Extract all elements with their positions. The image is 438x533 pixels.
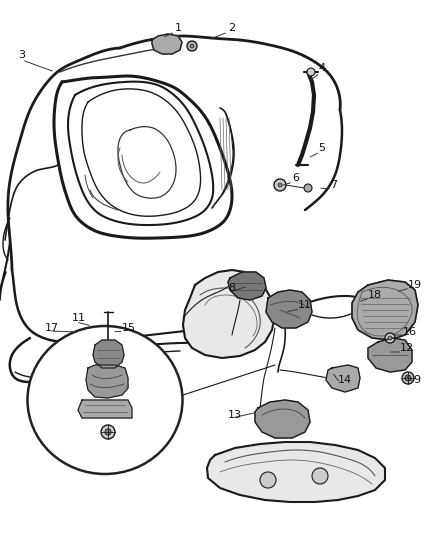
Circle shape (101, 425, 115, 439)
Text: 4: 4 (318, 63, 325, 73)
Polygon shape (368, 338, 412, 372)
Polygon shape (326, 365, 360, 392)
Text: 7: 7 (330, 180, 337, 190)
Text: 15: 15 (122, 323, 136, 333)
Polygon shape (352, 280, 418, 340)
Text: 12: 12 (400, 343, 414, 353)
Text: 13: 13 (228, 410, 242, 420)
Ellipse shape (28, 326, 183, 474)
Circle shape (190, 44, 194, 48)
Circle shape (274, 179, 286, 191)
Circle shape (260, 472, 276, 488)
Polygon shape (266, 290, 312, 328)
Text: 1: 1 (175, 23, 182, 33)
Text: 3: 3 (18, 50, 25, 60)
Polygon shape (78, 400, 132, 418)
Text: 9: 9 (413, 375, 420, 385)
Text: 6: 6 (292, 173, 299, 183)
Circle shape (105, 429, 111, 435)
Polygon shape (228, 272, 266, 300)
Circle shape (304, 184, 312, 192)
Circle shape (405, 375, 411, 381)
Text: 8: 8 (228, 283, 235, 293)
Circle shape (312, 468, 328, 484)
Text: 19: 19 (408, 280, 422, 290)
Circle shape (307, 68, 315, 76)
Text: 11: 11 (72, 313, 86, 323)
Polygon shape (86, 365, 128, 398)
Text: 2: 2 (228, 23, 235, 33)
Text: 16: 16 (403, 327, 417, 337)
Polygon shape (152, 34, 182, 54)
Polygon shape (207, 442, 385, 502)
Circle shape (388, 336, 392, 340)
Text: 18: 18 (368, 290, 382, 300)
Circle shape (187, 41, 197, 51)
Circle shape (385, 333, 395, 343)
Text: 14: 14 (338, 375, 352, 385)
Text: 11: 11 (298, 300, 312, 310)
Circle shape (278, 183, 282, 187)
Text: 17: 17 (45, 323, 59, 333)
Circle shape (402, 372, 414, 384)
Polygon shape (255, 400, 310, 438)
Polygon shape (93, 340, 124, 368)
Polygon shape (183, 270, 275, 358)
Text: 5: 5 (318, 143, 325, 153)
